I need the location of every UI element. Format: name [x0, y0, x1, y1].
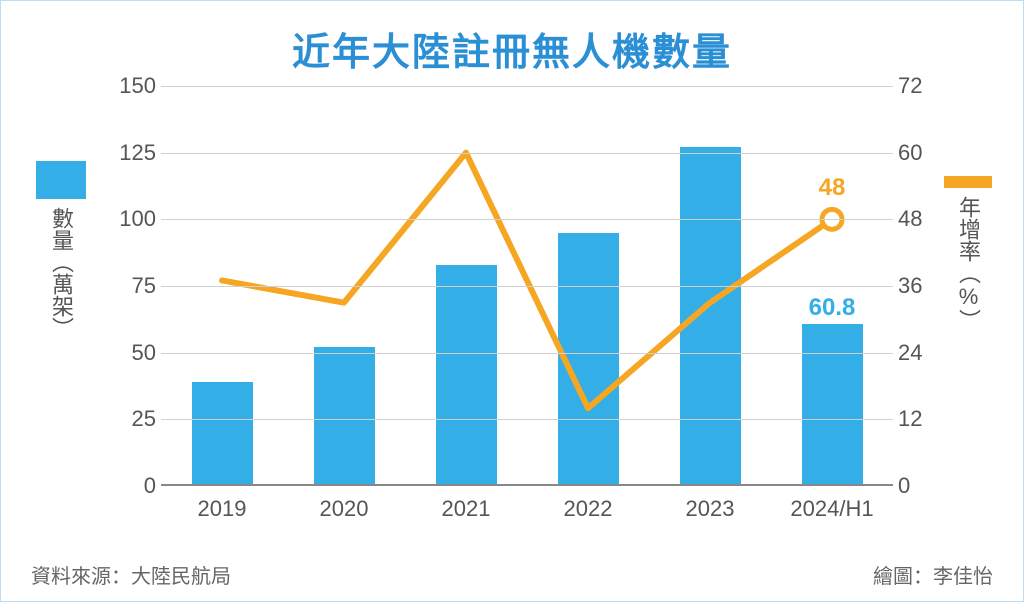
gridline — [161, 286, 893, 287]
chart-container: 近年大陸註冊無人機數量 數量︵萬架︶ 年增率︵%︶ 0 25 50 75 100 125 1… — [0, 0, 1024, 602]
gridline — [161, 353, 893, 354]
left-legend: 數量︵萬架︶ — [31, 161, 91, 339]
credit-text: 繪圖：李佳怡 — [873, 560, 993, 589]
bar-value-label: 60.8 — [809, 294, 856, 322]
line-swatch — [944, 176, 992, 188]
x-tick: 2020 — [320, 496, 369, 522]
x-tick: 2023 — [686, 496, 735, 522]
x-tick: 2024/H1 — [790, 496, 873, 522]
baseline — [161, 484, 893, 486]
gridline — [161, 153, 893, 154]
x-tick: 2019 — [198, 496, 247, 522]
growth-line — [222, 153, 832, 409]
x-tick: 2022 — [564, 496, 613, 522]
y-right-tick: 60 — [898, 140, 943, 166]
y-left-tick: 50 — [96, 340, 156, 366]
y-left-tick: 75 — [96, 273, 156, 299]
y-right-labels: 0122436486072 — [898, 86, 943, 486]
left-axis-title: 數量︵萬架︶ — [45, 207, 77, 339]
right-legend: 年增率︵%︶ — [943, 176, 993, 331]
bar-swatch — [36, 161, 86, 199]
right-axis-title: 年增率︵%︶ — [952, 196, 984, 331]
y-left-labels: 0255075100125150 — [96, 86, 156, 486]
footer: 資料來源：大陸民航局 繪圖：李佳怡 — [31, 560, 993, 589]
x-tick: 2021 — [442, 496, 491, 522]
gridline — [161, 86, 893, 87]
y-left-tick: 25 — [96, 406, 156, 432]
y-left-tick: 150 — [96, 73, 156, 99]
gridline — [161, 419, 893, 420]
y-right-tick: 72 — [898, 73, 943, 99]
y-right-tick: 0 — [898, 473, 943, 499]
x-labels: 2019 2020 2021 2022 2023 2024/H1 — [161, 491, 893, 526]
plot-area: 數量︵萬架︶ 年增率︵%︶ 0255075100125150 012243648… — [31, 86, 993, 526]
y-right-tick: 48 — [898, 206, 943, 232]
y-left-tick: 0 — [96, 473, 156, 499]
y-right-tick: 12 — [898, 406, 943, 432]
line-value-label: 48 — [819, 174, 846, 202]
y-left-tick: 100 — [96, 206, 156, 232]
y-right-tick: 24 — [898, 340, 943, 366]
gridline — [161, 219, 893, 220]
source-text: 資料來源：大陸民航局 — [31, 560, 231, 589]
grid-area: 48 60.8 — [161, 86, 893, 486]
chart-title: 近年大陸註冊無人機數量 — [31, 21, 993, 76]
y-right-tick: 36 — [898, 273, 943, 299]
y-left-tick: 125 — [96, 140, 156, 166]
